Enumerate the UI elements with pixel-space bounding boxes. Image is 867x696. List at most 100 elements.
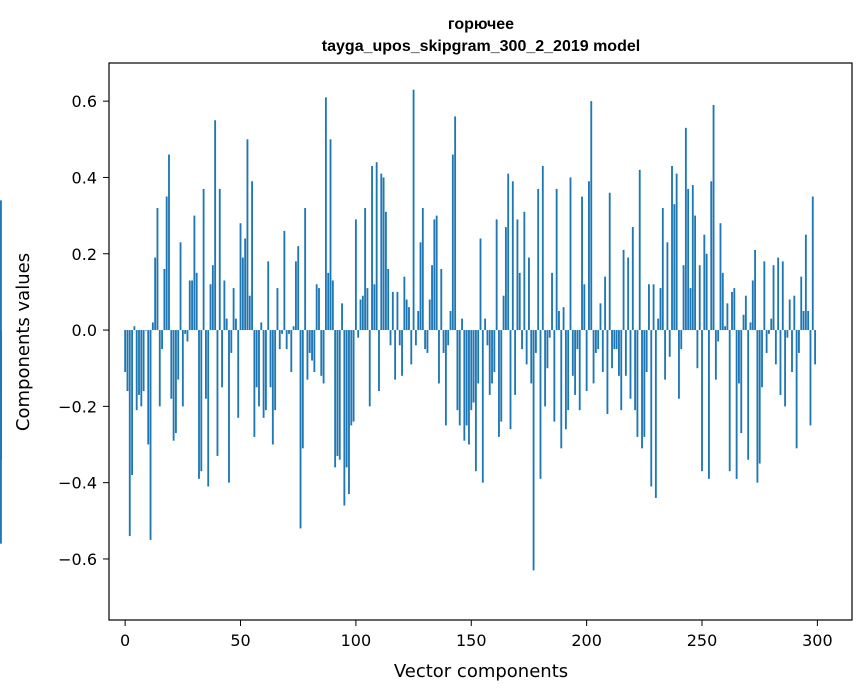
bar-178 bbox=[534, 330, 537, 353]
bar-50 bbox=[239, 223, 242, 331]
bar-69 bbox=[283, 230, 286, 331]
bar-155 bbox=[481, 330, 484, 483]
bar-285 bbox=[781, 261, 784, 331]
bar-9 bbox=[145, 330, 147, 331]
bar-43 bbox=[223, 280, 226, 331]
bar-107 bbox=[371, 166, 373, 331]
y-tick-label: 0.2 bbox=[72, 245, 97, 264]
bar-143 bbox=[454, 116, 457, 331]
bar-60 bbox=[262, 330, 265, 418]
bar-254 bbox=[710, 181, 713, 331]
bar-217 bbox=[624, 330, 627, 376]
bar-223 bbox=[638, 169, 641, 331]
bar-109 bbox=[375, 162, 378, 331]
bar-233 bbox=[661, 207, 664, 331]
bar-226 bbox=[645, 330, 648, 373]
bar-252 bbox=[705, 253, 708, 331]
bar-135 bbox=[435, 215, 438, 331]
bar-290 bbox=[793, 295, 796, 331]
bar-231 bbox=[657, 318, 660, 331]
bar-6 bbox=[138, 330, 140, 395]
bar-218 bbox=[627, 257, 630, 331]
bar-236 bbox=[668, 330, 671, 357]
bar-281 bbox=[772, 265, 775, 331]
bar-168 bbox=[511, 181, 514, 331]
bar-173 bbox=[523, 211, 526, 331]
bar-54 bbox=[248, 295, 251, 331]
bar-0 bbox=[124, 330, 127, 373]
bar-264 bbox=[733, 288, 736, 331]
bar-266 bbox=[738, 330, 740, 384]
bar-213 bbox=[615, 330, 618, 350]
bar-263 bbox=[731, 291, 733, 331]
bar-200 bbox=[585, 330, 588, 392]
bar-63 bbox=[269, 330, 272, 388]
bar-267 bbox=[740, 330, 743, 434]
bar-75 bbox=[297, 246, 300, 331]
bar-106 bbox=[368, 330, 371, 407]
bar-196 bbox=[576, 330, 579, 350]
bar-247 bbox=[694, 215, 697, 331]
x-axis-label: Vector components bbox=[394, 661, 568, 682]
bar-130 bbox=[424, 330, 427, 350]
bar-250 bbox=[701, 330, 703, 472]
bar-37 bbox=[209, 284, 212, 331]
y-tick-label: 0.0 bbox=[72, 321, 97, 340]
bar-36 bbox=[207, 330, 210, 487]
bar-292 bbox=[798, 330, 800, 353]
bar-104 bbox=[364, 207, 367, 331]
bar-136 bbox=[438, 330, 440, 384]
bar-51 bbox=[241, 257, 244, 331]
bar-203 bbox=[592, 330, 595, 384]
bar-121 bbox=[403, 276, 406, 331]
bar-192 bbox=[567, 330, 570, 411]
bar-46 bbox=[230, 330, 233, 353]
bar-81 bbox=[311, 330, 313, 361]
bar-133 bbox=[431, 265, 433, 331]
bar-157 bbox=[486, 330, 489, 346]
y-tick-label: 0.6 bbox=[72, 92, 97, 111]
x-tick-label: 100 bbox=[341, 631, 372, 650]
bar-284 bbox=[779, 330, 782, 395]
bar-257 bbox=[717, 330, 720, 342]
bar-114 bbox=[387, 269, 390, 331]
bar-149 bbox=[468, 330, 470, 445]
bar-100 bbox=[354, 219, 357, 331]
bar-227 bbox=[648, 284, 650, 331]
bar-87 bbox=[324, 97, 327, 331]
bar-195 bbox=[574, 330, 577, 395]
bar-128 bbox=[419, 242, 422, 331]
bar-197 bbox=[578, 330, 581, 411]
bar-61 bbox=[264, 330, 267, 411]
bar-23 bbox=[177, 330, 180, 380]
bar-115 bbox=[389, 330, 392, 346]
bar-262 bbox=[728, 330, 731, 472]
bar-299 bbox=[814, 330, 817, 365]
bar-171 bbox=[518, 272, 521, 331]
bar-116 bbox=[391, 291, 394, 331]
bar-275 bbox=[758, 330, 761, 464]
bar-201 bbox=[588, 181, 590, 331]
bar-180 bbox=[539, 330, 542, 479]
bar-90 bbox=[331, 280, 334, 331]
bar-181 bbox=[541, 166, 544, 331]
bar-191 bbox=[564, 330, 567, 430]
bar-41 bbox=[218, 188, 221, 331]
bar-26 bbox=[184, 330, 187, 334]
bar-120 bbox=[401, 330, 403, 376]
bar-14 bbox=[156, 207, 159, 331]
bar-282 bbox=[774, 330, 777, 365]
bar-279 bbox=[768, 330, 770, 334]
bar-96 bbox=[345, 330, 348, 468]
bar-91 bbox=[334, 330, 337, 468]
bar-167 bbox=[509, 330, 512, 430]
bar-207 bbox=[601, 330, 604, 373]
bar-undefined bbox=[0, 200, 2, 331]
bar-85 bbox=[320, 330, 323, 376]
bar-255 bbox=[712, 104, 715, 331]
bar-260 bbox=[724, 326, 727, 331]
x-tick-label: 200 bbox=[571, 631, 602, 650]
bar-176 bbox=[530, 330, 533, 384]
bar-49 bbox=[237, 330, 240, 418]
x-tick-label: 250 bbox=[687, 631, 718, 650]
